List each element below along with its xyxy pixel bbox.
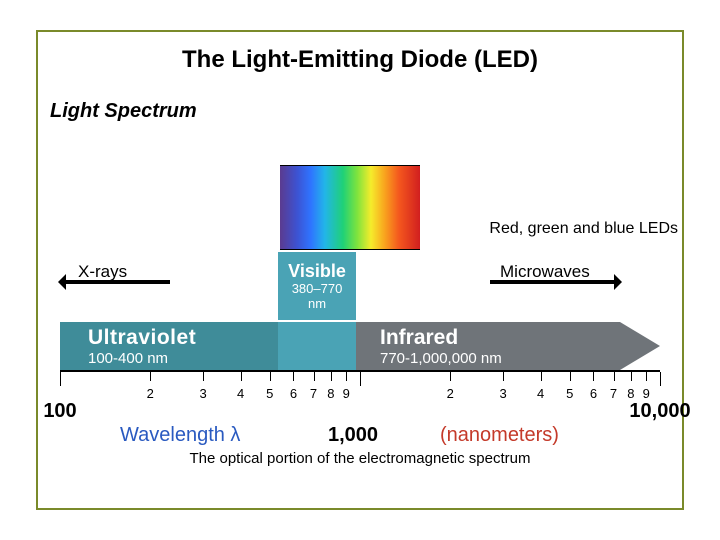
axis-tick-label: 2 [447, 386, 454, 401]
visible-box: Visible 380–770 nm [278, 252, 356, 320]
axis-tick-label: 6 [590, 386, 597, 401]
axis-tick-label: 5 [266, 386, 273, 401]
uv-label: Ultraviolet 100-400 nm [88, 326, 196, 367]
axis-start-label: 100 [43, 400, 76, 423]
visible-strip [278, 322, 356, 370]
visible-range: 380–770 nm [278, 282, 356, 311]
axis-mid-label: 1,000 [328, 424, 378, 447]
axis-tick-label: 4 [237, 386, 244, 401]
axis-tick-label: 3 [500, 386, 507, 401]
diagram-footer: The optical portion of the electromagnet… [60, 450, 660, 467]
axis-tick-label: 8 [327, 386, 334, 401]
axis-tick-label: 7 [310, 386, 317, 401]
axis-tick-label: 9 [643, 386, 650, 401]
axis-tick-label: 5 [566, 386, 573, 401]
axis-tick-label: 4 [537, 386, 544, 401]
axis-tick-label: 8 [627, 386, 634, 401]
wavelength-label: Wavelength λ [120, 424, 240, 447]
rgb-caption: Red, green and blue LEDs [489, 220, 678, 238]
axis-tick-label: 6 [290, 386, 297, 401]
ir-label: Infrared 770-1,000,000 nm [380, 326, 502, 367]
axis-tick-label: 2 [147, 386, 154, 401]
axis-tick-label: 9 [343, 386, 350, 401]
arrow-right-icon [490, 280, 620, 284]
axis-tick-label: 3 [200, 386, 207, 401]
subtitle: Light Spectrum [50, 100, 197, 123]
units-label: (nanometers) [440, 424, 559, 447]
xrays-label: X-rays [78, 262, 127, 282]
page-title: The Light-Emitting Diode (LED) [0, 46, 720, 74]
arrow-left-icon [60, 280, 170, 284]
axis-tick-label: 7 [610, 386, 617, 401]
axis-end-label: 10,000 [629, 400, 690, 423]
microwaves-label: Microwaves [500, 262, 590, 282]
visible-spectrum-gradient [280, 165, 420, 250]
visible-title: Visible [278, 261, 356, 282]
spectrum-diagram: X-rays Microwaves Visible 380–770 nm Ult… [60, 250, 660, 470]
